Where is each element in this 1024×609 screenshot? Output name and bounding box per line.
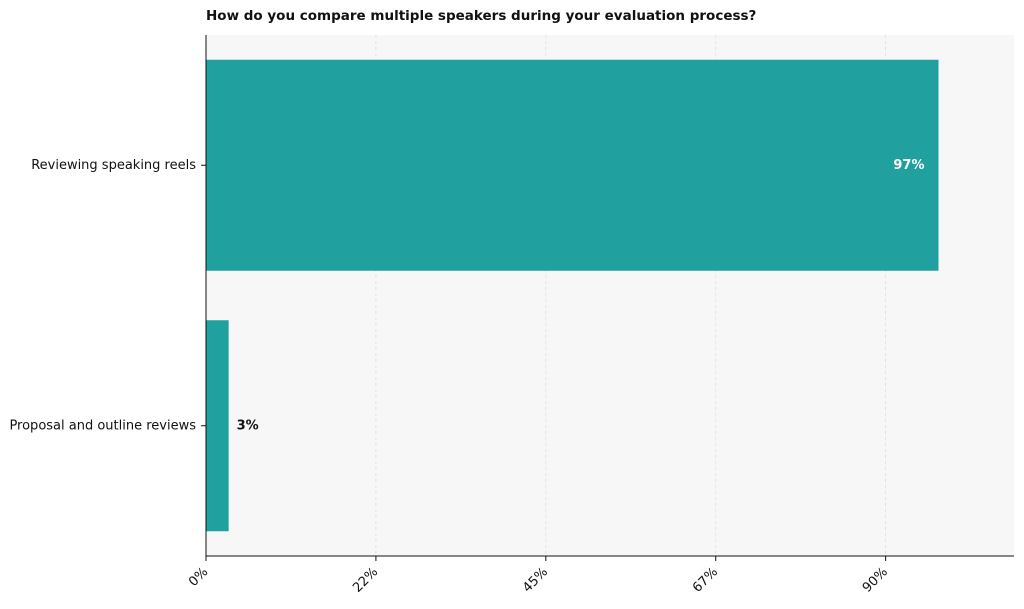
x-tick-label: 67% <box>690 565 721 596</box>
x-tick-label: 22% <box>350 565 381 596</box>
x-tick-label: 0% <box>186 565 211 590</box>
bar <box>206 59 939 271</box>
x-tick-label: 45% <box>520 565 551 596</box>
bar <box>206 320 229 532</box>
data-label: 3% <box>237 418 259 433</box>
chart-title: How do you compare multiple speakers dur… <box>206 8 756 24</box>
data-label: 97% <box>893 158 924 173</box>
y-tick-label: Proposal and outline reviews <box>9 418 196 433</box>
x-tick-label: 90% <box>860 565 891 596</box>
y-tick-label: Reviewing speaking reels <box>31 158 196 173</box>
